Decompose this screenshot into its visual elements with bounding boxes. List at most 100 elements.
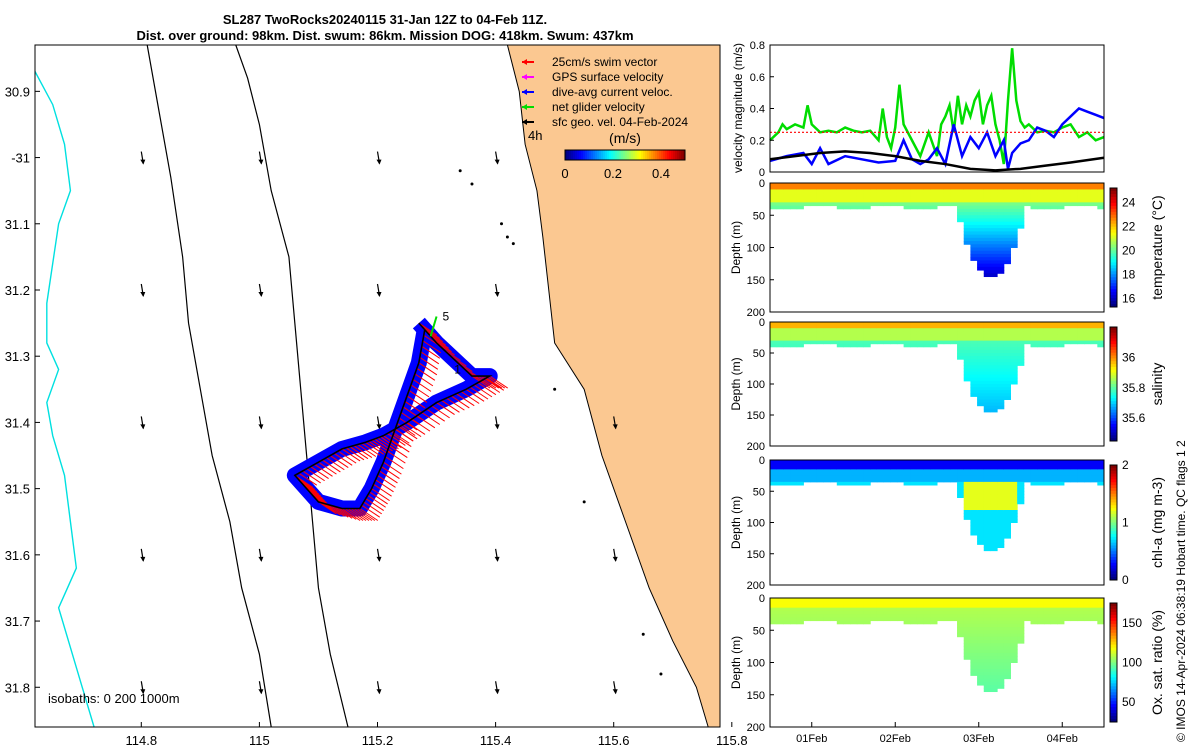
heatmap-cell (776, 460, 784, 464)
heatmap-cell (983, 478, 991, 483)
heatmap-cell (783, 192, 791, 197)
map-colorbar-frame (564, 149, 686, 161)
heatmap-cell (970, 528, 978, 533)
heatmap-cell (1050, 469, 1058, 473)
heatmap-cell (836, 331, 844, 335)
heatmap-cell (990, 525, 998, 530)
heatmap-cell (977, 399, 985, 404)
swim-vector (353, 508, 373, 521)
colorbar-swatch (1110, 265, 1117, 269)
heatmap-cell (977, 472, 985, 477)
heatmap-cell (970, 250, 978, 255)
heatmap-cell (977, 503, 985, 508)
heatmap-cell (957, 343, 965, 348)
heatmap-cell (876, 325, 885, 329)
heatmap-cell (997, 247, 1005, 252)
heatmap-cell (923, 607, 931, 612)
heatmap-cell (970, 494, 978, 498)
heatmap-cell (983, 659, 991, 663)
heatmap-cell (890, 325, 898, 329)
heatmap-cell (1010, 620, 1018, 625)
heatmap-cell (990, 662, 998, 667)
heatmap-cell (843, 325, 851, 329)
heatmap-cell (910, 617, 918, 622)
heatmap-cell (970, 604, 978, 609)
heatmap-cell (983, 607, 991, 612)
heatmap-cell (903, 343, 911, 348)
heatmap-cell (1090, 334, 1098, 338)
heatmap-cell (970, 257, 978, 261)
heatmap-cell (970, 189, 978, 194)
map-x-tick-label: 115 (249, 733, 270, 748)
heatmap-cell (1003, 503, 1011, 508)
heatmap-cell (983, 620, 991, 625)
map-y-tick-label: -31 (11, 151, 30, 166)
heatmap-cell (997, 617, 1005, 622)
heatmap-cell (1090, 469, 1098, 473)
heatmap-cell (910, 343, 918, 348)
heatmap-cell (1003, 384, 1011, 388)
heatmap-cell (856, 460, 865, 464)
heatmap-cell (836, 478, 844, 483)
heatmap-cell (997, 195, 1005, 200)
heatmap-cell (1023, 186, 1032, 190)
heatmap-cell (997, 607, 1005, 612)
heatmap-cell (977, 478, 985, 483)
heatmap-cell (1070, 604, 1078, 609)
heatmap-cell (957, 334, 965, 338)
heatmap-cell (1090, 463, 1098, 467)
heatmap-cell (923, 195, 931, 200)
heatmap-cell (1003, 617, 1011, 622)
heatmap-cell (1057, 463, 1065, 467)
heatmap-cell (903, 620, 911, 625)
heatmap-cell (790, 601, 798, 605)
heatmap-cell (977, 334, 985, 338)
heatmap-cell (823, 183, 831, 187)
heatmap-cell (776, 481, 784, 486)
heatmap-cell (943, 614, 951, 618)
heatmap-cell (783, 186, 791, 190)
heatmap-cell (970, 623, 978, 628)
heatmap-cell (770, 469, 778, 473)
heatmap-cell (863, 192, 871, 197)
heatmap-cell (856, 205, 865, 210)
heatmap-cell (803, 604, 811, 609)
heatmap-cell (770, 199, 778, 203)
heatmap-cell (963, 331, 971, 335)
heatmap-cell (810, 186, 818, 190)
colorbar-swatch (1110, 490, 1117, 495)
heatmap-cell (863, 325, 871, 329)
heatmap-cell (890, 192, 898, 197)
swim-vector (391, 439, 410, 453)
heatmap-cell (1003, 192, 1011, 197)
heatmap-cell (977, 212, 985, 216)
geo-velocity-arrowhead (376, 424, 382, 430)
heatmap-cell (903, 337, 911, 342)
heatmap-cell (870, 322, 878, 326)
heatmap-cell (1057, 598, 1065, 602)
heatmap-cell (903, 607, 911, 612)
heatmap-cell (1057, 343, 1065, 348)
heatmap-cell (970, 478, 978, 483)
heatmap-cell (983, 525, 991, 530)
heatmap-cell (776, 598, 784, 602)
heatmap-cell (870, 475, 878, 480)
map-colorbar-swatch (575, 150, 578, 160)
heatmap-cell (1057, 183, 1065, 187)
heatmap-cell (990, 340, 998, 345)
heatmap-cell (990, 322, 998, 326)
swim-vector (446, 397, 465, 411)
heatmap-cell (796, 617, 804, 622)
heatmap-cell (1003, 604, 1011, 609)
heatmap-cell (1050, 328, 1058, 332)
heatmap-cell (790, 192, 798, 197)
heatmap-cell (997, 630, 1005, 634)
heatmap-cell (937, 614, 945, 618)
heatmap-cell (970, 346, 978, 351)
heatmap-cell (776, 620, 784, 625)
heatmap-cell (1057, 466, 1065, 470)
heatmap-cell (830, 601, 838, 605)
heatmap-cell (836, 475, 844, 480)
heatmap-cell (850, 334, 858, 338)
heatmap-cell (990, 218, 998, 223)
